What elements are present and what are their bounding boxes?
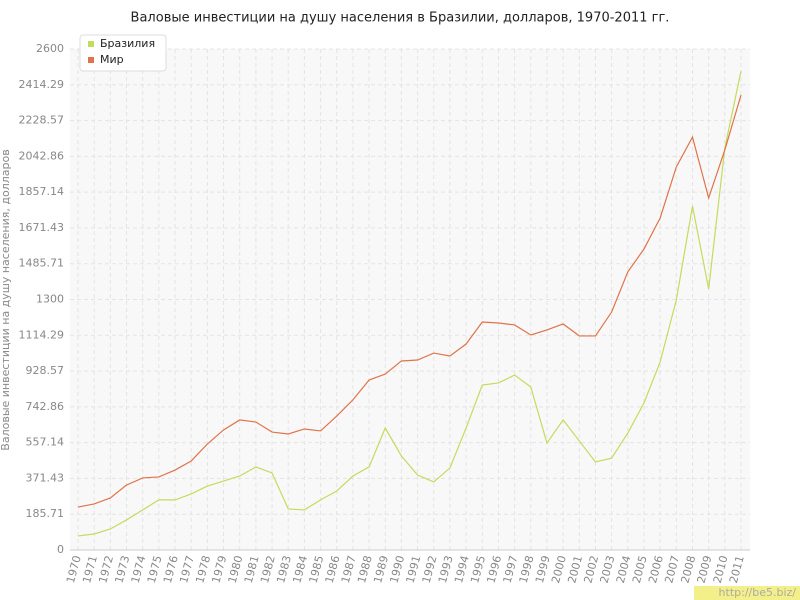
y-axis-label: Валовые инвестиции на душу населения, до… — [0, 149, 12, 450]
y-tick-label: 1300 — [36, 293, 64, 306]
y-tick-label: 2042.86 — [19, 149, 65, 162]
y-tick-label: 2414.29 — [19, 78, 65, 91]
chart-title: Валовые инвестиции на душу населения в Б… — [131, 11, 670, 26]
watermark-box — [694, 586, 800, 600]
legend-box — [79, 34, 167, 72]
y-tick-label: 1485.71 — [19, 257, 65, 270]
legend-label: Бразилия — [100, 37, 155, 50]
y-tick-label: 2228.57 — [19, 114, 65, 127]
series-line — [77, 70, 742, 537]
y-tick-label: 185.71 — [26, 507, 65, 520]
y-tick-label: 928.57 — [26, 364, 65, 377]
watermark: http://be5.biz/ — [719, 586, 797, 599]
y-tick-label: 371.43 — [26, 471, 65, 484]
y-tick-label: 1114.29 — [19, 328, 65, 341]
y-tick-label: 1857.14 — [19, 185, 65, 198]
y-tick-label: 0 — [57, 543, 64, 556]
legend-swatch — [88, 41, 94, 47]
legend-swatch — [88, 57, 94, 63]
y-tick-label: 557.14 — [26, 436, 65, 449]
y-tick-label: 2600 — [36, 42, 64, 55]
y-tick-label: 742.86 — [26, 400, 65, 413]
y-tick-label: 1671.43 — [19, 221, 65, 234]
series-line — [77, 94, 742, 508]
legend-label: Мир — [100, 53, 124, 66]
